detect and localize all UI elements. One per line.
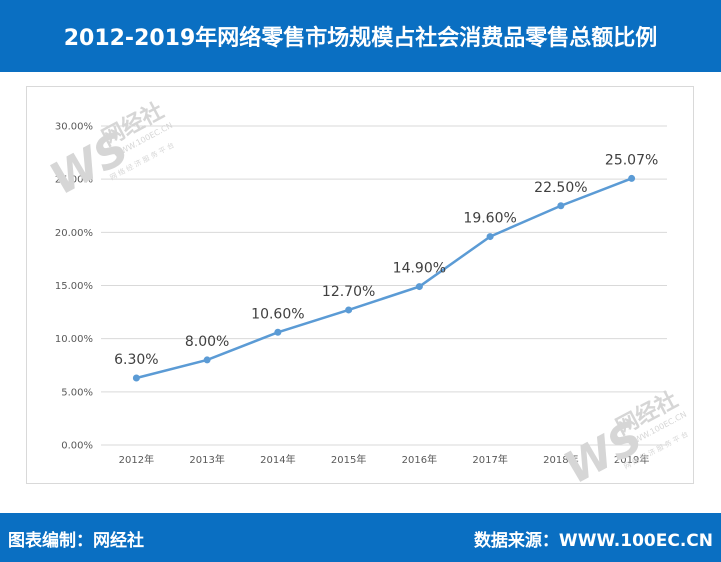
data-point <box>486 233 494 241</box>
data-label: 6.30% <box>114 352 158 368</box>
y-tick-label: 15.00% <box>55 281 93 292</box>
data-point <box>345 306 353 314</box>
line-chart: 0.00% 5.00% 10.00% 15.00% 20.00% 25.00% 30.00%… <box>55 122 667 466</box>
x-tick-label: 2014年 <box>260 453 295 466</box>
data-point <box>203 356 211 364</box>
x-tick-label: 2012年 <box>119 453 154 466</box>
y-tick-label: 5.00% <box>61 387 93 398</box>
chart-title-bar: 2012-2019年网络零售市场规模占社会消费品零售总额比例 <box>0 0 721 72</box>
chart-panel: 0.00% 5.00% 10.00% 15.00% 20.00% 25.00% 30.00%… <box>26 86 694 484</box>
data-points <box>132 174 636 382</box>
y-tick-label: 10.00% <box>55 334 93 345</box>
x-tick-label: 2019年 <box>614 453 649 466</box>
data-label: 19.60% <box>463 211 516 227</box>
data-point <box>132 374 140 382</box>
footer-source: 数据来源：WWW.100EC.CN <box>473 531 713 551</box>
gridlines <box>101 125 667 446</box>
data-label: 10.60% <box>251 306 304 322</box>
y-tick-label: 0.00% <box>61 441 93 452</box>
data-label: 25.07% <box>605 152 658 168</box>
x-tick-label: 2013年 <box>189 453 224 466</box>
data-label: 22.50% <box>534 180 587 196</box>
footer-bar: 图表编制：网经社 数据来源：WWW.100EC.CN <box>0 513 721 562</box>
data-point <box>274 328 282 336</box>
x-tick-label: 2015年 <box>331 453 366 466</box>
page-title: 2012-2019年网络零售市场规模占社会消费品零售总额比例 <box>63 26 658 51</box>
footer-credit: 图表编制：网经社 <box>8 531 144 551</box>
data-label: 8.00% <box>185 334 229 350</box>
x-axis-tick-labels: 2012年 2013年 2014年 2015年 2016年 2017年 2018年 2019年 <box>119 453 650 466</box>
data-label: 14.90% <box>393 261 446 277</box>
data-labels: 6.30% 8.00% 10.60% 12.70% 14.90% 19.60% 22.50%… <box>114 152 658 368</box>
y-tick-label: 20.00% <box>55 228 93 239</box>
data-point <box>557 202 565 210</box>
y-axis-tick-labels: 0.00% 5.00% 10.00% 15.00% 20.00% 25.00% 30.00% <box>55 122 93 452</box>
data-label: 12.70% <box>322 284 375 300</box>
x-tick-label: 2017年 <box>472 453 507 466</box>
x-tick-label: 2018年 <box>543 453 578 466</box>
y-tick-label: 25.00% <box>55 175 93 186</box>
data-point <box>628 174 636 182</box>
series-line <box>136 177 633 380</box>
x-tick-label: 2016年 <box>402 453 437 466</box>
y-tick-label: 30.00% <box>55 122 93 133</box>
data-point <box>415 283 423 291</box>
